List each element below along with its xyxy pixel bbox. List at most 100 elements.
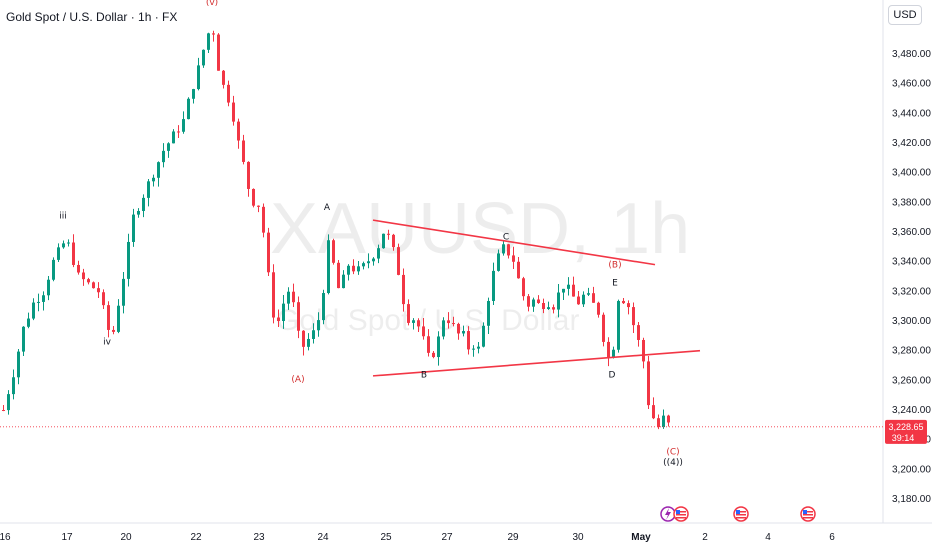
time-tick-label: 16 bbox=[0, 532, 11, 543]
candle bbox=[297, 296, 300, 339]
candle bbox=[197, 57, 200, 91]
wave-label: iii bbox=[59, 212, 67, 222]
currency-button[interactable]: USD bbox=[888, 5, 922, 25]
candle bbox=[447, 312, 450, 329]
candle bbox=[27, 312, 30, 329]
candle bbox=[397, 243, 400, 276]
time-tick-label: 6 bbox=[829, 532, 835, 543]
candle bbox=[57, 243, 60, 262]
candle bbox=[552, 304, 555, 314]
candle bbox=[52, 257, 55, 282]
candle bbox=[282, 295, 285, 329]
candle bbox=[527, 294, 530, 312]
price-tick-label: 3,420.00 bbox=[892, 138, 931, 149]
candle bbox=[67, 239, 70, 247]
time-tick-label: 22 bbox=[190, 532, 202, 543]
time-tick-label: 24 bbox=[317, 532, 329, 543]
candle bbox=[212, 30, 215, 42]
candle bbox=[482, 322, 485, 348]
candle bbox=[307, 333, 310, 351]
candle bbox=[342, 270, 345, 289]
candle bbox=[72, 234, 75, 268]
candle bbox=[217, 33, 220, 71]
wave-label: C bbox=[503, 232, 509, 242]
candle bbox=[47, 275, 50, 301]
candle bbox=[82, 268, 85, 286]
candle bbox=[662, 409, 665, 429]
wave-label: (B) bbox=[608, 261, 621, 271]
event-icons[interactable] bbox=[660, 506, 816, 522]
candle bbox=[377, 244, 380, 264]
candle bbox=[352, 259, 355, 275]
candle bbox=[202, 49, 205, 68]
candle bbox=[507, 243, 510, 259]
current-price-label: 3,228.65 bbox=[888, 422, 923, 432]
wave-label: D bbox=[609, 370, 616, 380]
candle bbox=[277, 309, 280, 328]
candle bbox=[322, 289, 325, 325]
candle bbox=[607, 337, 610, 367]
us-flag-icon[interactable] bbox=[673, 506, 689, 522]
wave-label: (v) bbox=[206, 0, 218, 8]
candle bbox=[32, 298, 35, 321]
candle bbox=[22, 326, 25, 357]
candle bbox=[457, 322, 460, 340]
candle bbox=[597, 301, 600, 318]
candle bbox=[492, 262, 495, 305]
candle bbox=[557, 283, 560, 318]
candle bbox=[37, 293, 40, 312]
candle bbox=[237, 118, 240, 149]
candle bbox=[357, 261, 360, 275]
chart-title: Gold Spot / U.S. Dollar · 1h · FX bbox=[6, 10, 178, 24]
trendline-lower[interactable] bbox=[372, 349, 701, 377]
time-tick-label: May bbox=[631, 532, 651, 543]
candle bbox=[167, 142, 170, 158]
candle bbox=[627, 300, 630, 315]
us-flag-icon[interactable] bbox=[733, 506, 749, 522]
price-tick-label: 3,200.00 bbox=[892, 464, 931, 475]
candle bbox=[242, 134, 245, 165]
candle bbox=[267, 227, 270, 277]
time-tick-label: 17 bbox=[61, 532, 73, 543]
candle bbox=[132, 208, 135, 247]
us-flag-icon[interactable] bbox=[800, 506, 816, 522]
time-tick-label: 23 bbox=[253, 532, 265, 543]
price-tick-label: 3,360.00 bbox=[892, 227, 931, 238]
candle bbox=[452, 316, 455, 327]
candle bbox=[657, 414, 660, 430]
time-tick-label: 2 bbox=[702, 532, 708, 543]
candle bbox=[42, 291, 45, 311]
wave-label: E bbox=[612, 278, 618, 288]
lightning-icon[interactable] bbox=[660, 506, 676, 522]
candle bbox=[652, 397, 655, 420]
candle bbox=[622, 298, 625, 305]
candle bbox=[347, 264, 350, 281]
candle bbox=[477, 341, 480, 354]
candle bbox=[127, 233, 130, 287]
watermark-symbol: XAUUSD, 1h bbox=[270, 189, 690, 269]
trendline-upper[interactable] bbox=[372, 219, 656, 266]
candle bbox=[162, 143, 165, 168]
candle bbox=[407, 299, 410, 326]
candle bbox=[472, 345, 475, 357]
time-tick-label: 20 bbox=[120, 532, 132, 543]
candle bbox=[177, 125, 180, 138]
candle bbox=[587, 287, 590, 297]
candle bbox=[372, 257, 375, 266]
candle bbox=[97, 282, 100, 299]
candle bbox=[412, 318, 415, 330]
time-tick-label: 25 bbox=[380, 532, 392, 543]
candle bbox=[562, 288, 565, 301]
price-tick-label: 3,280.00 bbox=[892, 346, 931, 357]
candle bbox=[287, 287, 290, 310]
candle bbox=[442, 317, 445, 340]
wave-label: (C) bbox=[666, 448, 679, 458]
candle bbox=[337, 259, 340, 289]
trendlines[interactable] bbox=[372, 219, 701, 377]
candle bbox=[112, 326, 115, 335]
candle bbox=[312, 323, 315, 344]
time-axis[interactable]: 16 17 20 22 23 24 25 27 29 30 May 2 4 6 bbox=[0, 532, 835, 543]
time-tick-label: 30 bbox=[572, 532, 584, 543]
candle bbox=[302, 330, 305, 356]
